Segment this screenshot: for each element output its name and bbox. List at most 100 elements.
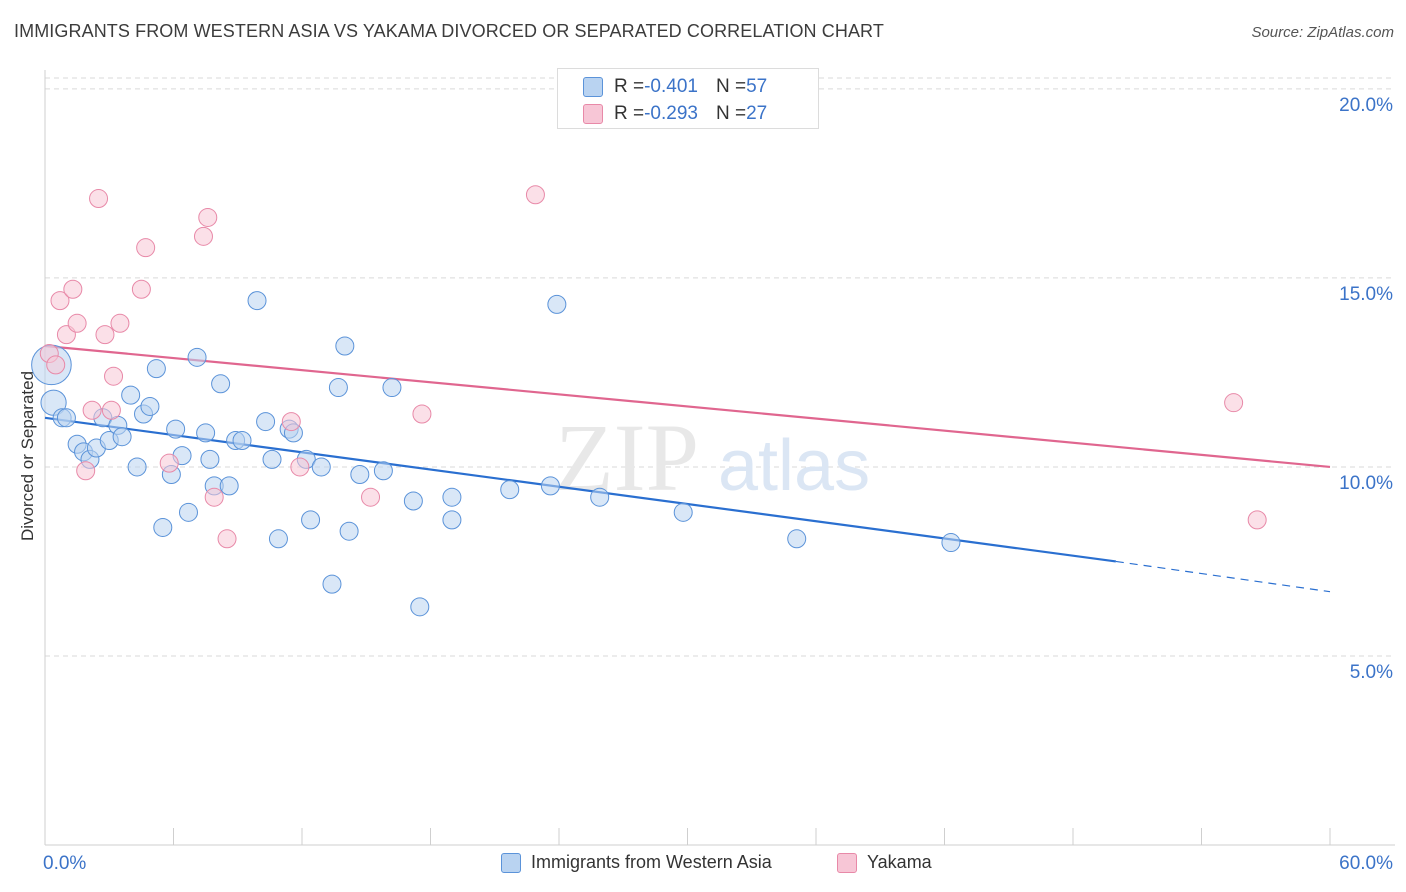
data-point-blue: [166, 419, 186, 439]
y-tick-label: 20.0%: [1339, 95, 1393, 116]
data-point-pink: [82, 400, 102, 420]
data-point-blue: [382, 378, 402, 398]
stats-n-label: N =: [715, 103, 747, 124]
data-point-blue: [112, 427, 132, 447]
data-point-blue: [350, 465, 370, 485]
data-point-pink: [50, 291, 70, 311]
data-point-pink: [110, 313, 130, 333]
watermark-atlas: atlas: [718, 426, 870, 506]
data-point-pink: [63, 279, 83, 299]
stats-n-label: N =: [715, 76, 747, 97]
data-point-pink: [136, 238, 156, 258]
data-point-blue: [262, 449, 282, 469]
data-point-blue: [146, 359, 166, 379]
data-point-pink: [281, 412, 301, 432]
data-point-blue: [410, 597, 430, 617]
stats-n-value: 27: [746, 103, 768, 124]
data-point-blue: [335, 336, 355, 356]
data-point-blue: [187, 347, 207, 367]
y-tick-label: 15.0%: [1339, 284, 1393, 305]
stats-row-blue: R = -0.401 N = 57: [583, 75, 768, 99]
stats-r-value: -0.401: [644, 76, 698, 97]
data-point-blue: [232, 430, 252, 450]
data-point-pink: [193, 226, 213, 246]
data-point-blue: [540, 476, 560, 496]
data-point-blue: [211, 374, 231, 394]
stats-row-pink: R = -0.293 N = 27: [583, 102, 768, 126]
data-point-blue: [56, 408, 76, 428]
data-point-pink: [361, 487, 381, 507]
data-point-blue: [500, 480, 520, 500]
trend-line-blue: [44, 416, 1116, 563]
y-tick-label: 5.0%: [1350, 662, 1393, 683]
data-point-pink: [104, 366, 124, 386]
data-point-pink: [159, 453, 179, 473]
stats-r-label: R =: [614, 103, 645, 124]
data-point-pink: [290, 457, 310, 477]
tick-label-layer: 5.0% 10.0% 15.0% 20.0% 0.0% 60.0%: [43, 95, 1393, 874]
data-point-pink: [131, 279, 151, 299]
x-tick-label: 60.0%: [1339, 853, 1393, 874]
data-point-blue: [268, 529, 288, 549]
legend-label: Immigrants from Western Asia: [531, 852, 772, 872]
data-point-blue: [373, 461, 393, 481]
data-point-blue: [219, 476, 239, 496]
stats-legend-box: R = -0.401 N = 57 R = -0.293 N = 27: [557, 68, 819, 129]
data-point-blue: [787, 529, 807, 549]
data-point-blue: [247, 291, 267, 311]
data-point-blue: [322, 574, 342, 594]
legend-swatch-pink: [837, 852, 857, 873]
data-point-blue: [328, 378, 348, 398]
data-point-blue: [442, 487, 462, 507]
bottom-legend: Immigrants from Western Asia Yakama: [0, 852, 1406, 878]
grid-layer: [45, 77, 1395, 657]
data-point-pink: [412, 404, 432, 424]
data-point-pink: [95, 325, 115, 345]
chart-title: IMMIGRANTS FROM WESTERN ASIA VS YAKAMA D…: [14, 21, 884, 41]
data-point-blue: [442, 510, 462, 530]
data-point-blue: [127, 457, 147, 477]
data-point-pink: [217, 529, 237, 549]
data-point-blue: [301, 510, 321, 530]
data-point-blue: [256, 412, 276, 432]
data-point-blue: [673, 502, 693, 522]
data-point-blue: [196, 423, 216, 443]
trend-line-extension-blue: [1115, 560, 1331, 593]
data-point-pink: [76, 461, 96, 481]
y-tick-label: 10.0%: [1339, 473, 1393, 494]
watermark: ZIP atlas: [555, 404, 870, 511]
data-point-pink: [46, 355, 66, 375]
watermark-zip: ZIP: [555, 404, 699, 511]
legend-item-western-asia[interactable]: Immigrants from Western Asia: [501, 852, 772, 873]
data-point-blue: [590, 487, 610, 507]
data-point-pink: [198, 207, 218, 227]
trend-line-pink: [44, 344, 1331, 469]
data-point-blue: [140, 396, 160, 416]
trend-layer: [44, 344, 1331, 593]
data-point-blue: [200, 449, 220, 469]
data-point-blue: [311, 457, 331, 477]
stats-n-value: 57: [746, 76, 768, 97]
source-label: Source: ZipAtlas.com: [1251, 24, 1394, 41]
point-layer: [31, 185, 1267, 617]
axis-layer: [44, 70, 1395, 846]
stats-swatch-blue: [583, 77, 603, 97]
data-point-pink: [101, 400, 121, 420]
stats-swatch-pink: [583, 104, 603, 124]
stats-r-label: R =: [614, 76, 645, 97]
data-point-pink: [1247, 510, 1267, 530]
data-point-blue: [153, 517, 173, 537]
x-tick-label: 0.0%: [43, 853, 86, 874]
stats-r-value: -0.293: [644, 103, 698, 124]
data-point-blue: [941, 533, 961, 553]
data-point-pink: [67, 313, 87, 333]
data-point-blue: [121, 385, 141, 405]
data-point-pink: [204, 487, 224, 507]
legend-item-yakama[interactable]: Yakama: [837, 852, 932, 873]
legend-label: Yakama: [867, 852, 932, 872]
data-point-pink: [1224, 393, 1244, 413]
data-point-blue: [178, 502, 198, 522]
data-point-pink: [525, 185, 545, 205]
data-point-pink: [89, 189, 109, 209]
